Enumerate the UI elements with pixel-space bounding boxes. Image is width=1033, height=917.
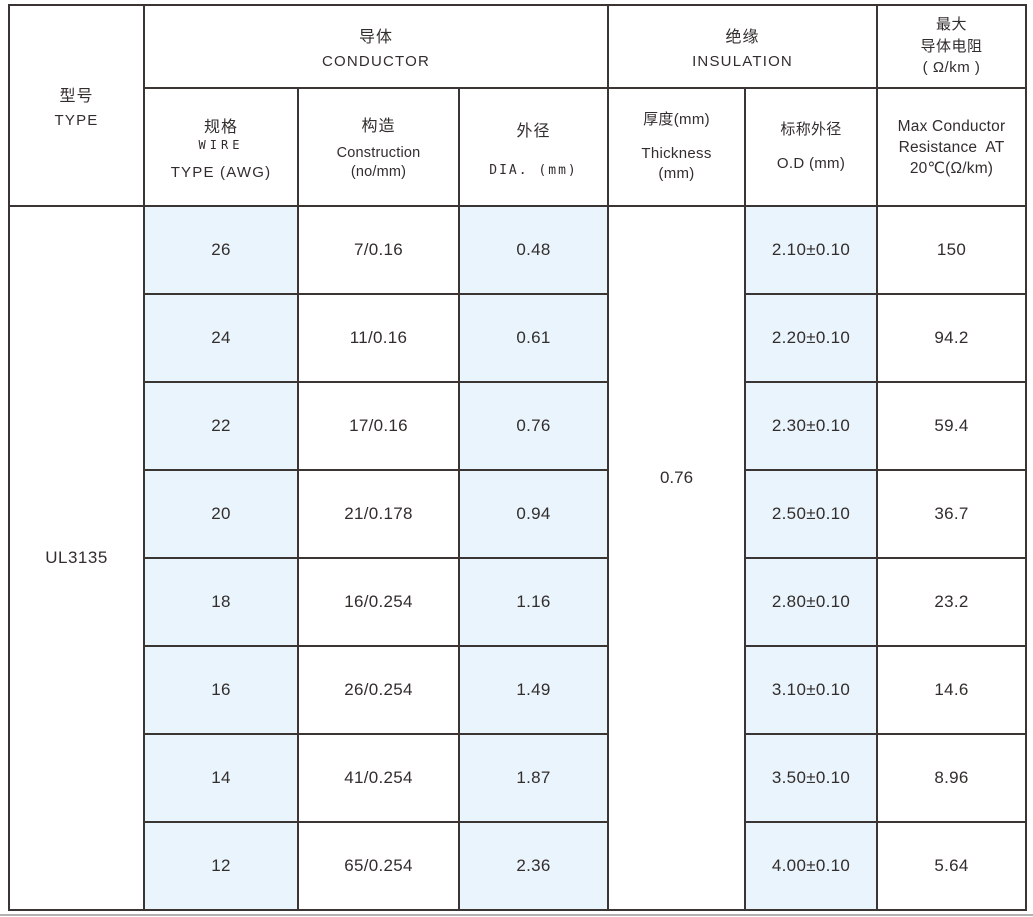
construction-cell: 7/0.16 <box>297 205 460 295</box>
resistance-cell: 23.2 <box>876 557 1028 647</box>
header-type-zh: 型号 <box>59 88 94 105</box>
od-cell: 3.50±0.10 <box>744 733 879 823</box>
header-od: 标称外径 O.D (mm) <box>744 87 879 207</box>
header-thickness-en2: (mm) <box>658 165 695 182</box>
header-thickness-zh: 厚度(mm) <box>643 111 710 128</box>
wire-spec-table: 型号 TYPE 导体 CONDUCTOR 绝缘 INSULATION 最大 导体… <box>8 4 1028 911</box>
resistance-cell: 14.6 <box>876 645 1028 735</box>
table-row: 22 17/0.16 0.76 2.30±0.10 59.4 <box>9 381 1028 471</box>
resistance-cell: 59.4 <box>876 381 1028 471</box>
dia-cell: 1.16 <box>457 557 610 647</box>
header-resistance-line2: Resistance AT <box>898 138 1005 156</box>
header-insulation-zh: 绝缘 <box>725 29 760 46</box>
header-conductor-zh: 导体 <box>359 29 394 46</box>
header-thickness-en1: Thickness <box>641 145 712 162</box>
header-conductor-en: CONDUCTOR <box>321 53 431 70</box>
awg-cell: 26 <box>143 205 299 295</box>
resistance-cell: 8.96 <box>876 733 1028 823</box>
construction-cell: 41/0.254 <box>297 733 460 823</box>
awg-cell: 14 <box>143 733 299 823</box>
awg-cell: 22 <box>143 381 299 471</box>
header-type: 型号 TYPE <box>8 4 145 207</box>
header-thickness: 厚度(mm) Thickness (mm) <box>607 87 747 207</box>
awg-cell: 18 <box>143 557 299 647</box>
construction-cell: 26/0.254 <box>297 645 460 735</box>
table-row: 14 41/0.254 1.87 3.50±0.10 8.96 <box>9 733 1028 823</box>
table-row: 18 16/0.254 1.16 2.80±0.10 23.2 <box>9 557 1028 647</box>
resistance-cell: 150 <box>876 205 1028 295</box>
header-max-resistance-line2: 导体电阻 <box>920 37 983 55</box>
thickness-value: 0.76 <box>659 468 694 487</box>
header-wire-zh: 规格 <box>203 119 238 136</box>
dia-cell: 1.49 <box>457 645 610 735</box>
od-cell: 2.80±0.10 <box>744 557 879 647</box>
header-insulation-en: INSULATION <box>692 53 793 70</box>
header-max-resistance-line1: 最大 <box>936 16 968 34</box>
od-cell: 2.50±0.10 <box>744 469 879 559</box>
table-row: UL3135 26 7/0.16 0.48 0.76 2.10±0.10 150 <box>8 205 1028 911</box>
dia-cell: 0.94 <box>457 469 610 559</box>
od-cell: 2.10±0.10 <box>744 205 879 295</box>
header-od-en: O.D (mm) <box>776 155 846 172</box>
construction-cell: 65/0.254 <box>297 821 460 911</box>
construction-cell: 21/0.178 <box>297 469 460 559</box>
header-construction: 构造 Construction (no/mm) <box>297 87 460 207</box>
resistance-cell: 94.2 <box>876 293 1028 383</box>
header-wire-en1: WIRE <box>198 138 244 152</box>
construction-cell: 17/0.16 <box>297 381 460 471</box>
page-bottom-rule <box>0 914 1033 916</box>
awg-cell: 12 <box>143 821 299 911</box>
header-type-en: TYPE <box>54 112 99 129</box>
awg-cell: 20 <box>143 469 299 559</box>
construction-cell: 16/0.254 <box>297 557 460 647</box>
dia-cell: 0.61 <box>457 293 610 383</box>
header-max-resistance: 最大 导体电阻 ( Ω/km ) <box>876 4 1028 89</box>
od-cell: 3.10±0.10 <box>744 645 879 735</box>
table-row: 24 11/0.16 0.61 2.20±0.10 94.2 <box>9 293 1028 383</box>
table-row: 12 65/0.254 2.36 4.00±0.10 5.64 <box>9 821 1028 911</box>
header-sub-row: 规格 WIRE TYPE (AWG) 构造 Construction (no/m… <box>9 87 1028 207</box>
dia-cell: 0.48 <box>457 205 610 295</box>
header-wire: 规格 WIRE TYPE (AWG) <box>143 87 299 207</box>
dia-cell: 2.36 <box>457 821 610 911</box>
dia-cell: 0.76 <box>457 381 610 471</box>
header-dia-en: DIA. (mm) <box>489 162 578 178</box>
thickness-value-cell: 0.76 <box>607 205 747 911</box>
header-max-resistance-line3: ( Ω/km ) <box>922 59 981 77</box>
construction-cell: 11/0.16 <box>297 293 460 383</box>
header-insulation-group: 绝缘 INSULATION <box>607 4 879 89</box>
header-dia-zh: 外径 <box>516 122 551 140</box>
header-resistance: Max Conductor Resistance AT 20℃(Ω/km) <box>876 87 1028 207</box>
header-construction-zh: 构造 <box>361 118 396 135</box>
header-od-zh: 标称外径 <box>780 121 842 138</box>
od-cell: 2.20±0.10 <box>744 293 879 383</box>
awg-cell: 16 <box>143 645 299 735</box>
header-dia: 外径 DIA. (mm) <box>457 87 610 207</box>
header-conductor-group: 导体 CONDUCTOR <box>142 4 610 89</box>
resistance-cell: 36.7 <box>876 469 1028 559</box>
awg-cell: 24 <box>143 293 299 383</box>
od-cell: 2.30±0.10 <box>744 381 879 471</box>
header-group-row: 型号 TYPE 导体 CONDUCTOR 绝缘 INSULATION 最大 导体… <box>8 4 1028 207</box>
table-row: 20 21/0.178 0.94 2.50±0.10 36.7 <box>9 469 1028 559</box>
header-wire-en2: TYPE (AWG) <box>170 164 272 181</box>
table-row: 16 26/0.254 1.49 3.10±0.10 14.6 <box>9 645 1028 735</box>
type-value-cell: UL3135 <box>8 205 145 911</box>
header-construction-en2: (no/mm) <box>350 164 407 180</box>
header-resistance-line3: 20℃(Ω/km) <box>909 159 994 177</box>
header-construction-en1: Construction <box>336 145 421 161</box>
type-value: UL3135 <box>45 548 108 567</box>
resistance-cell: 5.64 <box>876 821 1028 911</box>
dia-cell: 1.87 <box>457 733 610 823</box>
od-cell: 4.00±0.10 <box>744 821 879 911</box>
header-resistance-line1: Max Conductor <box>897 117 1006 135</box>
